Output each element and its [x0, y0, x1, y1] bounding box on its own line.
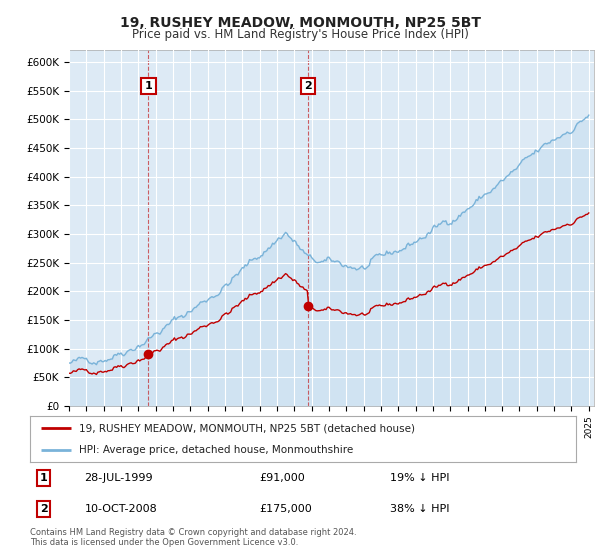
Text: £175,000: £175,000 [259, 504, 312, 514]
Text: 38% ↓ HPI: 38% ↓ HPI [391, 504, 450, 514]
Text: Contains HM Land Registry data © Crown copyright and database right 2024.
This d: Contains HM Land Registry data © Crown c… [30, 528, 356, 547]
Text: 19, RUSHEY MEADOW, MONMOUTH, NP25 5BT: 19, RUSHEY MEADOW, MONMOUTH, NP25 5BT [119, 16, 481, 30]
Text: 28-JUL-1999: 28-JUL-1999 [85, 473, 153, 483]
Text: 19, RUSHEY MEADOW, MONMOUTH, NP25 5BT (detached house): 19, RUSHEY MEADOW, MONMOUTH, NP25 5BT (d… [79, 423, 415, 433]
Text: £91,000: £91,000 [259, 473, 305, 483]
Text: 19% ↓ HPI: 19% ↓ HPI [391, 473, 450, 483]
Text: 1: 1 [145, 81, 152, 91]
Text: 2: 2 [40, 504, 47, 514]
Text: HPI: Average price, detached house, Monmouthshire: HPI: Average price, detached house, Monm… [79, 445, 353, 455]
Text: 1: 1 [40, 473, 47, 483]
Text: 2: 2 [304, 81, 311, 91]
Text: Price paid vs. HM Land Registry's House Price Index (HPI): Price paid vs. HM Land Registry's House … [131, 28, 469, 41]
Text: 10-OCT-2008: 10-OCT-2008 [85, 504, 157, 514]
